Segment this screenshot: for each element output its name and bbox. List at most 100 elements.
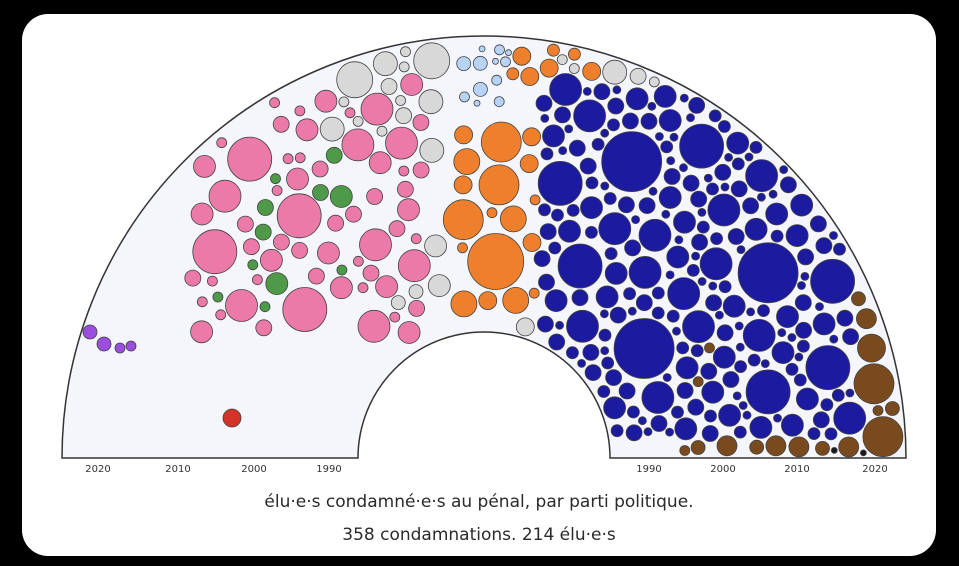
bubble-dark-blue [785,362,799,376]
bubble-dark-blue [625,87,649,111]
bubble-dark-blue [720,182,730,192]
bubble-dark-blue [730,180,748,198]
bubble-light-blue [492,57,499,65]
bubble-dark-blue [610,424,624,438]
bubble-light-blue [456,56,472,71]
bubble-pink [272,233,290,251]
bubble-dark-blue [699,247,733,281]
bubble-dark-blue [732,391,742,401]
bubble-dark-blue [600,128,610,138]
bubble-pink [345,205,362,223]
bubble-dark-blue [726,131,750,155]
bubble-light-blue [493,96,505,107]
bubble-green [325,146,343,164]
bubble-pink [216,137,228,149]
bubble-grey [419,137,445,163]
bubble-dark-blue [641,381,675,414]
bubble-dark-blue [651,306,665,320]
bubble-dark-blue [749,415,773,439]
bubble-dark-blue [554,106,571,124]
bubble-pink [286,167,309,191]
bubble-dark-blue [628,255,662,289]
bubble-dark-blue [603,396,626,420]
bubble-orange [442,199,484,241]
bubble-dark-blue [679,123,724,169]
bubble-dark-blue [538,203,551,217]
bubble-orange [467,233,525,290]
bubble-dark-blue [833,401,867,435]
bubble-pink [412,161,430,179]
bubble-pink [412,114,430,131]
bubble-dark-blue [609,306,627,324]
bubble-dark-blue [650,415,668,432]
bubble-pink [397,198,420,222]
bubble-green [336,264,348,276]
bubble-orange [480,121,522,163]
bubble-dark-blue [790,193,814,217]
bubble-dark-blue [705,294,722,312]
bubble-pink [269,97,281,109]
bubble-dark-blue [582,87,592,96]
bubble-dark-blue [682,310,715,344]
bubble-dark-blue [712,345,736,369]
bubble-brown [872,405,884,416]
bubble-dark-blue [613,318,675,379]
bubble-dark-blue [537,315,554,333]
bubble-dark-blue [658,109,682,132]
bubble-dark-blue [658,186,682,209]
bubble-light-blue [473,99,481,107]
bubble-dark-blue [549,73,582,106]
bubble-orange [512,46,532,66]
bubble-dark-blue [679,163,688,173]
bubble-dark-blue [540,114,550,123]
bubble-dark-blue [539,223,557,241]
bubble-grey [629,67,647,85]
bubble-dark-blue [747,353,761,367]
bubble-orange [582,62,602,81]
bubble-dark-blue [707,193,741,227]
bubble-dark-blue [765,202,789,226]
bubble-green [312,184,329,201]
bubble-dark-blue [533,250,551,268]
bubble-layer [82,42,904,458]
bubble-orange [528,287,540,299]
bubble-orange [519,154,539,174]
bubble-dark-blue [833,242,846,256]
bubble-pink [251,274,263,286]
bubble-grey [413,42,451,80]
bubble-dark-blue [542,124,565,148]
bubble-dark-blue [757,192,766,202]
right-axis-tick: 2010 [784,464,809,475]
bubble-dark-blue [585,225,598,239]
bubble-dark-blue [770,229,784,243]
bubble-grey [376,125,388,137]
bubble-grey [380,78,398,95]
bubble-dark-blue [768,189,778,199]
bubble-dark-blue [591,137,605,151]
bubble-dark-blue [686,113,695,123]
bubble-light-blue [505,49,512,57]
bubble-pink [329,276,353,300]
bubble-dark-blue [653,85,677,108]
bubble-dark-blue [745,369,791,415]
bubble-brown [851,291,866,307]
bubble-pink [276,193,322,239]
bubble-dark-blue [836,309,854,327]
bubble-pink [359,228,392,262]
bubble-dark-blue [773,413,782,423]
bubble-pink [190,202,214,226]
bubble-pink [410,233,422,245]
bubble-dark-blue [607,97,625,115]
bubble-dark-blue [810,258,855,304]
bubble-orange [522,233,542,252]
bubble-purple [114,342,126,354]
bubble-pink [184,269,202,287]
bubble-dark-blue [724,152,733,162]
left-axis-tick: 2000 [241,464,266,475]
bubble-pink [255,319,273,337]
bubble-orange [453,175,473,195]
bubble-dark-blue [696,220,710,234]
bubble-dark-blue [595,285,619,309]
bubble-dark-blue [708,281,718,291]
bubble-dark-blue [682,174,700,192]
